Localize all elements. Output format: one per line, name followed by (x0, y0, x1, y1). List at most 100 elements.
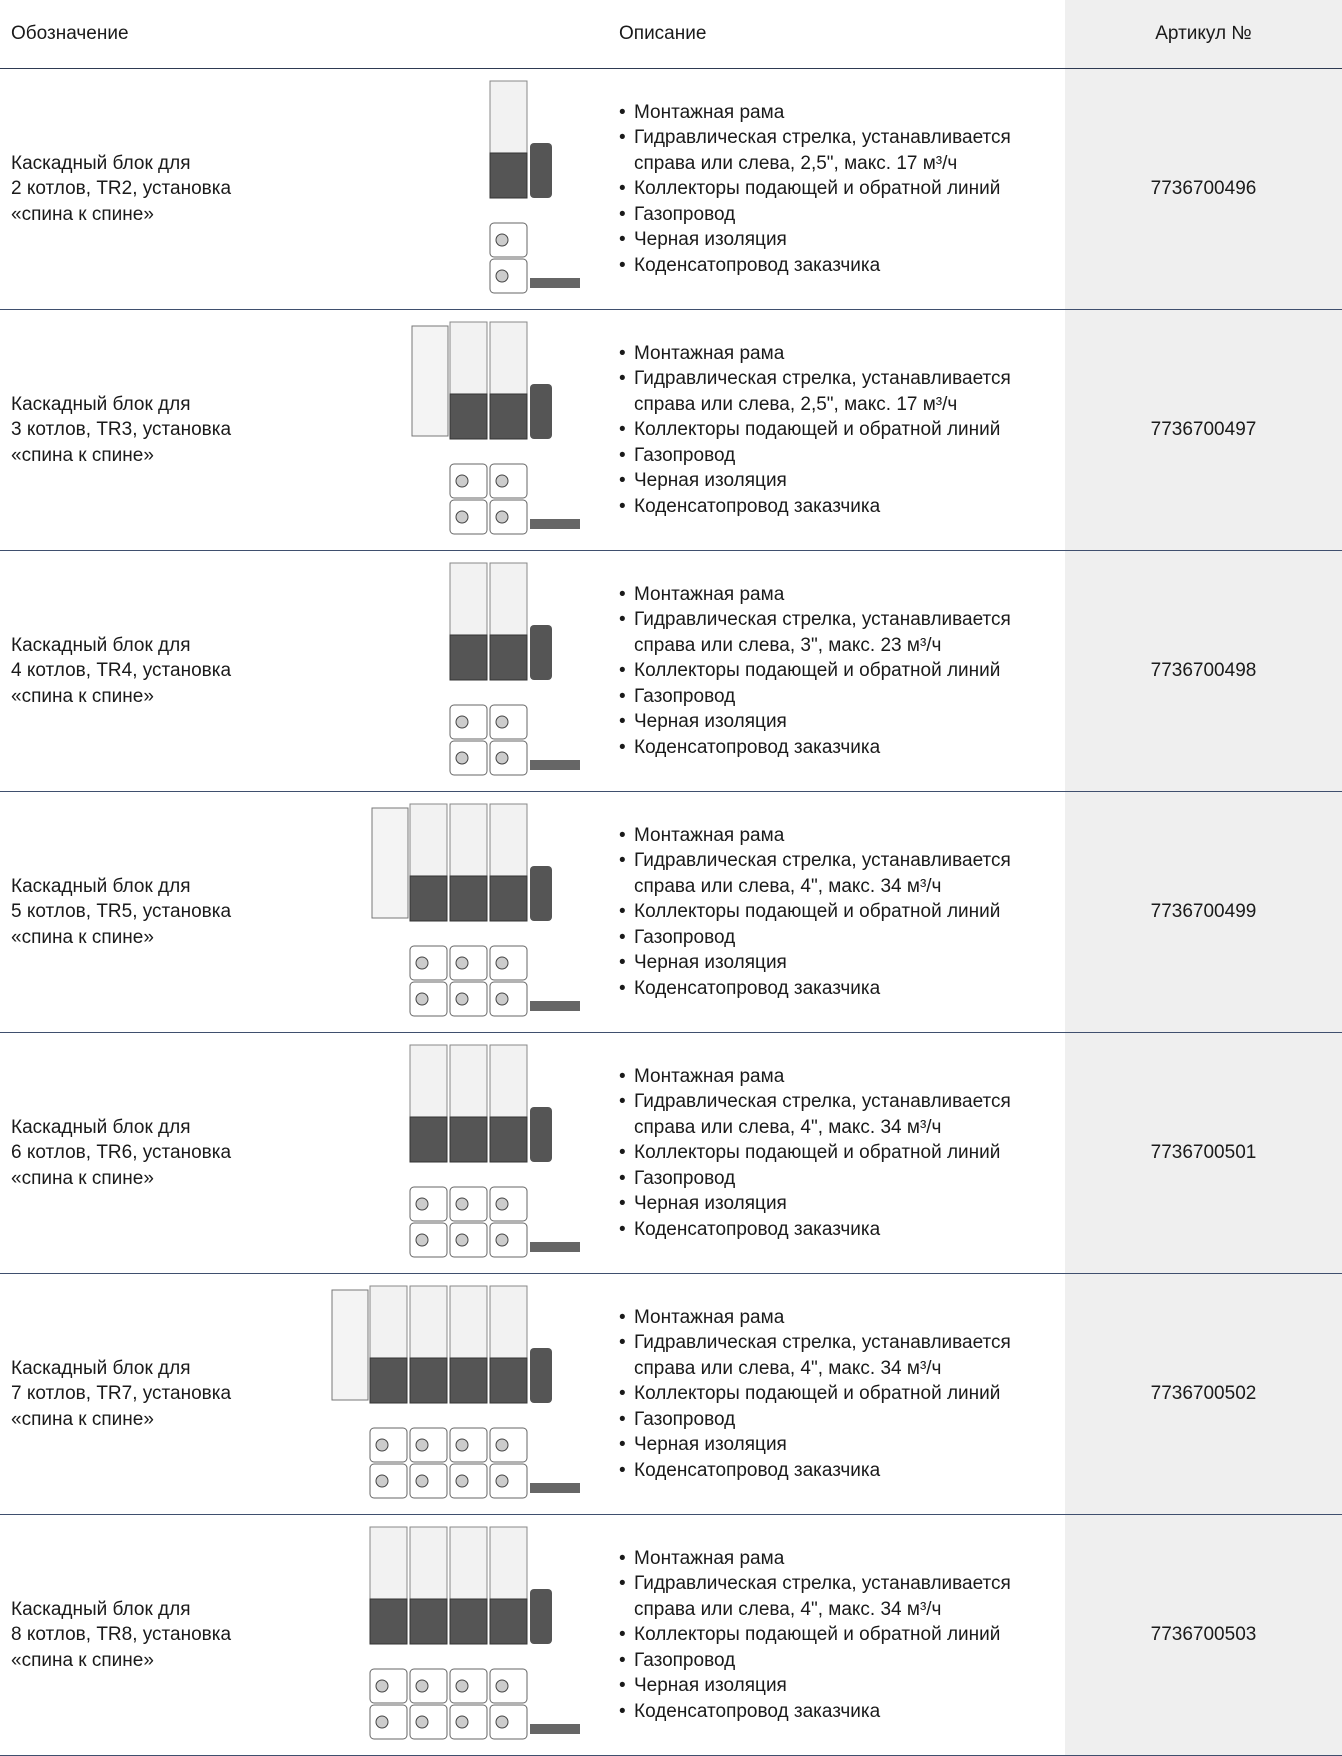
boiler (449, 1526, 488, 1600)
designation-line: «спина к спине» (11, 1649, 154, 1671)
description-item: Газопровод (619, 443, 1064, 469)
fan (495, 715, 509, 729)
designation: Каскадный блок для 7 котлов, TR7, установ… (11, 1356, 331, 1433)
description-item: Коденсатопровод заказчика (619, 494, 1064, 520)
description-item: Газопровод (619, 1648, 1064, 1674)
description-item: Коденсатопровод заказчика (619, 1217, 1064, 1243)
article-number: 7736700498 (1150, 660, 1257, 682)
description-item: Монтажная рама (619, 1064, 1064, 1090)
product-illustration (371, 803, 580, 1017)
designation-line: Каскадный блок для (11, 1357, 191, 1379)
description-item: Монтажная рама (619, 823, 1064, 849)
boiler (409, 803, 448, 877)
boiler (489, 1526, 528, 1600)
designation-line: «спина к спине» (11, 1408, 154, 1430)
designation: Каскадный блок для 3 котлов, TR3, установ… (11, 392, 331, 469)
boiler-base (489, 875, 528, 922)
boiler-base (409, 1357, 448, 1404)
boiler (449, 1285, 488, 1359)
product-illustration (411, 321, 580, 535)
description-list: Монтажная рамаГидравлическая стрелка, ус… (619, 100, 1064, 279)
description-item: Газопровод (619, 684, 1064, 710)
fan (495, 992, 509, 1006)
table-row: Каскадный блок для 3 котлов, TR3, установ… (0, 310, 1342, 551)
boiler-base (449, 1116, 488, 1163)
boiler (449, 321, 488, 395)
description: Монтажная рамаГидравлическая стрелка, ус… (619, 1546, 1064, 1725)
frame (371, 807, 409, 919)
description-item: Коденсатопровод заказчика (619, 976, 1064, 1002)
description-item: Коллекторы подающей и обратной линий (619, 1381, 1064, 1407)
fan (415, 1233, 429, 1247)
fan (455, 1679, 469, 1693)
designation-line: «спина к спине» (11, 926, 154, 948)
table-row: Каскадный блок для 6 котлов, TR6, установ… (0, 1033, 1342, 1274)
pipe (530, 519, 580, 529)
boiler-base (409, 875, 448, 922)
boiler (409, 1044, 448, 1118)
description-item: Коллекторы подающей и обратной линий (619, 1140, 1064, 1166)
description: Монтажная рамаГидравлическая стрелка, ус… (619, 823, 1064, 1002)
product-illustration (369, 1526, 580, 1740)
boiler-base (489, 1598, 528, 1645)
header-description: Описание (619, 23, 707, 44)
description-item: Гидравлическая стрелка, устанавливается … (619, 848, 1064, 899)
hydraulic-switch (530, 866, 552, 921)
boiler-base (449, 393, 488, 440)
description-list: Монтажная рамаГидравлическая стрелка, ус… (619, 1305, 1064, 1484)
description-item: Черная изоляция (619, 1673, 1064, 1699)
frame (331, 1289, 369, 1401)
table-row: Каскадный блок для 7 котлов, TR7, установ… (0, 1274, 1342, 1515)
designation-line: 6 котлов, TR6, установка (11, 1142, 232, 1164)
fan (415, 1438, 429, 1452)
boiler (489, 321, 528, 395)
hydraulic-switch (530, 1348, 552, 1403)
pipe (530, 1724, 580, 1734)
fan (455, 715, 469, 729)
description-list: Монтажная рамаГидравлическая стрелка, ус… (619, 582, 1064, 761)
designation-line: 3 котлов, TR3, установка (11, 419, 232, 441)
header-row: Обозначение Описание Артикул № (0, 0, 1342, 69)
fan (495, 1233, 509, 1247)
fan (495, 269, 509, 283)
fan (495, 956, 509, 970)
description-item: Коденсатопровод заказчика (619, 253, 1064, 279)
fan (455, 1233, 469, 1247)
description-item: Гидравлическая стрелка, устанавливается … (619, 607, 1064, 658)
hydraulic-switch (530, 625, 552, 680)
hydraulic-switch (530, 1107, 552, 1162)
fan (495, 474, 509, 488)
fan (415, 1679, 429, 1693)
product-illustration (449, 562, 580, 776)
boiler-base (489, 393, 528, 440)
description: Монтажная рамаГидравлическая стрелка, ус… (619, 1305, 1064, 1484)
boiler-base (409, 1598, 448, 1645)
designation-line: 2 котлов, TR2, установка (11, 178, 232, 200)
pipe (530, 760, 580, 770)
designation-line: 8 котлов, TR8, установка (11, 1624, 232, 1646)
pipe (530, 1483, 580, 1493)
table-row: Каскадный блок для 8 котлов, TR8, установ… (0, 1515, 1342, 1756)
designation-line: «спина к спине» (11, 1167, 154, 1189)
boiler-base (449, 634, 488, 681)
header-article: Артикул № (1155, 23, 1252, 44)
designation-line: Каскадный блок для (11, 875, 191, 897)
description-item: Черная изоляция (619, 468, 1064, 494)
description: Монтажная рамаГидравлическая стрелка, ус… (619, 100, 1064, 279)
description-item: Газопровод (619, 925, 1064, 951)
designation-line: «спина к спине» (11, 444, 154, 466)
fan (415, 1715, 429, 1729)
table-row: Каскадный блок для 5 котлов, TR5, установ… (0, 792, 1342, 1033)
article-number: 7736700501 (1150, 1142, 1257, 1164)
fan (495, 1679, 509, 1693)
designation: Каскадный блок для 8 котлов, TR8, установ… (11, 1597, 331, 1674)
description-item: Черная изоляция (619, 709, 1064, 735)
description-item: Монтажная рама (619, 582, 1064, 608)
description-list: Монтажная рамаГидравлическая стрелка, ус… (619, 341, 1064, 520)
boiler-base (449, 1598, 488, 1645)
designation-line: Каскадный блок для (11, 152, 191, 174)
fan (455, 992, 469, 1006)
boiler (489, 80, 528, 154)
frame (411, 325, 449, 437)
fan (455, 751, 469, 765)
